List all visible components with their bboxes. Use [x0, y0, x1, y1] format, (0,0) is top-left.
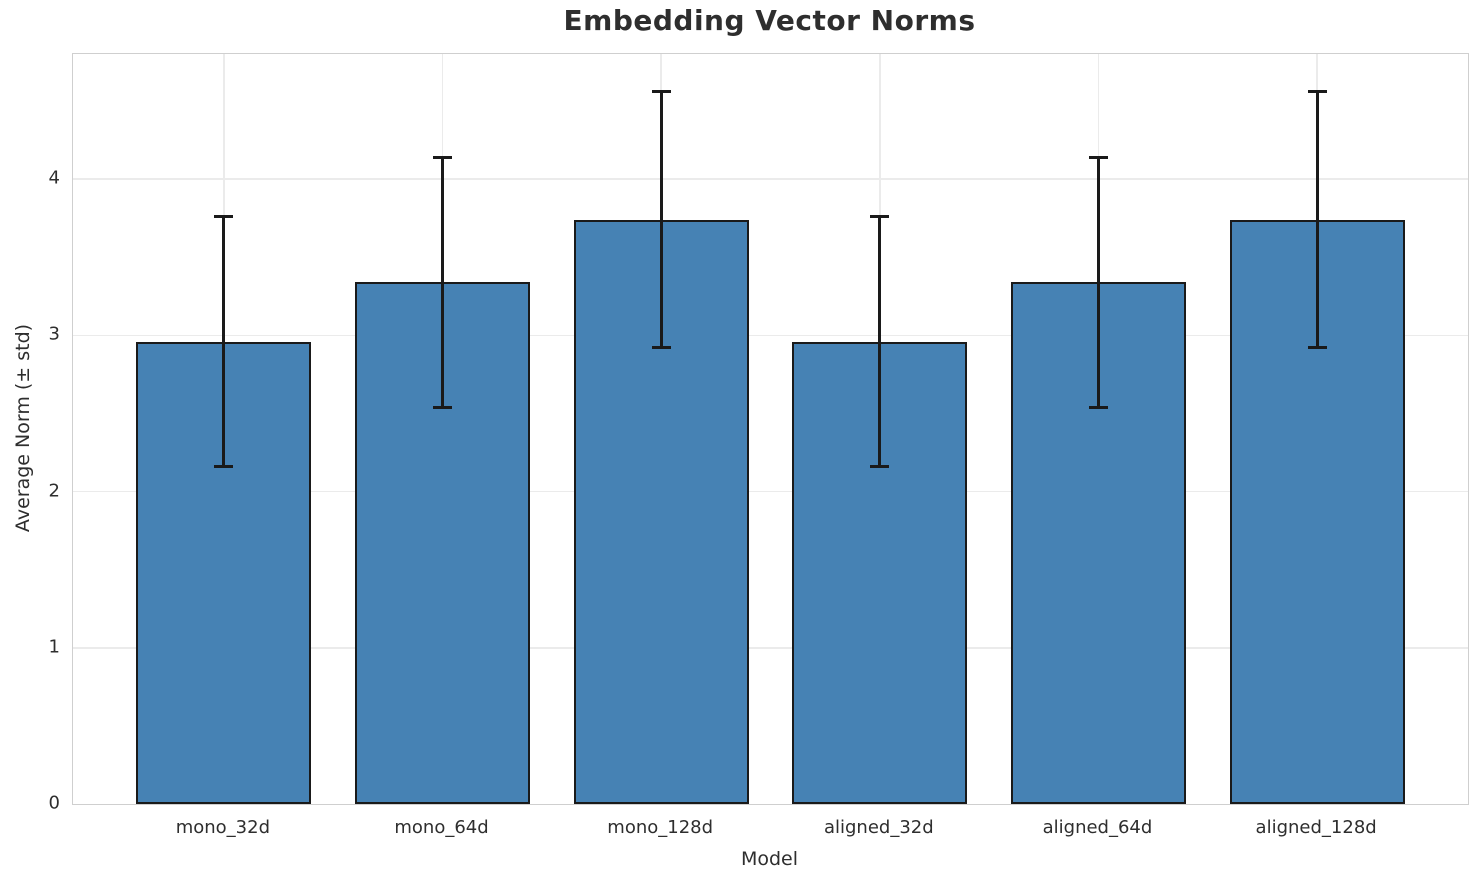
error-cap-top-aligned_128d: [1307, 90, 1327, 93]
x-tick-label: aligned_32d: [823, 817, 934, 838]
error-cap-top-mono_32d: [214, 215, 234, 218]
x-tick-label: aligned_128d: [1255, 817, 1377, 838]
y-tick-label: 2: [48, 480, 60, 501]
error-cap-bottom-aligned_128d: [1307, 346, 1327, 350]
error-bar-aligned_128d: [1315, 91, 1319, 348]
x-tick-label: mono_64d: [394, 817, 489, 838]
x-tick-label: mono_32d: [175, 817, 271, 838]
error-cap-bottom-mono_64d: [433, 405, 453, 409]
y-tick-label: 0: [48, 792, 60, 814]
gridline-horizontal: [73, 178, 1468, 180]
y-tick-label: 3: [48, 323, 60, 345]
chart-title: Embedding Vector Norms: [563, 4, 976, 37]
y-tick-label: 4: [48, 167, 60, 189]
plot-area: [72, 53, 1469, 805]
bar-aligned_32d: [792, 341, 968, 804]
error-cap-bottom-mono_32d: [214, 465, 234, 468]
error-cap-bottom-mono_128d: [651, 346, 671, 350]
error-cap-top-aligned_64d: [1088, 155, 1108, 159]
error-bar-aligned_32d: [878, 216, 882, 467]
error-cap-bottom-aligned_32d: [870, 465, 890, 468]
error-cap-bottom-aligned_64d: [1088, 405, 1108, 409]
x-axis-label: Model: [740, 848, 799, 870]
error-cap-top-aligned_32d: [870, 215, 890, 218]
bar-aligned_128d: [1229, 219, 1405, 804]
gridline-horizontal: [73, 490, 1468, 493]
x-tick-label: mono_128d: [607, 817, 714, 838]
y-tick-label: 1: [48, 636, 60, 658]
x-tick-label: aligned_64d: [1042, 817, 1153, 838]
error-bar-mono_128d: [659, 91, 663, 348]
error-cap-top-mono_64d: [433, 155, 453, 159]
gridline-horizontal: [73, 647, 1468, 649]
gridline-horizontal: [73, 334, 1468, 336]
error-bar-mono_64d: [441, 157, 445, 408]
error-bar-mono_32d: [222, 216, 226, 467]
error-bar-aligned_64d: [1096, 157, 1100, 408]
error-cap-top-mono_128d: [651, 90, 671, 93]
